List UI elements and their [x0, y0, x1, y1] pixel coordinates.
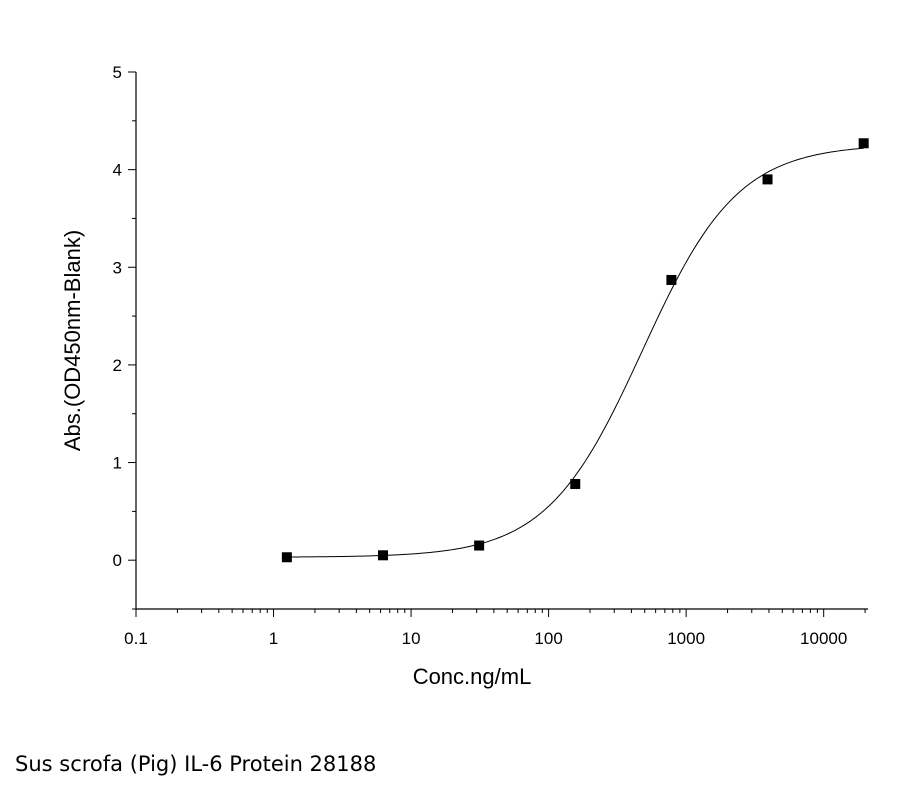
data-points	[281, 138, 869, 563]
data-point	[281, 552, 292, 563]
axis-ticks	[128, 71, 866, 617]
figure-caption: Sus scrofa (Pig) IL-6 Protein 28188	[15, 752, 377, 776]
y-tick-label: 5	[113, 63, 122, 82]
data-point	[858, 138, 869, 149]
data-point	[474, 540, 485, 551]
data-point	[666, 274, 677, 285]
tick-labels: 0.1 1 10 100 1000 10000 0 1 2 3 4 5	[113, 63, 848, 648]
y-tick-label: 1	[113, 454, 122, 473]
y-axis-title: Abs.(OD450nm-Blank)	[60, 230, 85, 451]
y-tick-label: 2	[113, 356, 122, 375]
x-tick-label: 1	[269, 629, 278, 648]
x-tick-label: 100	[534, 629, 562, 648]
data-point	[762, 174, 773, 185]
fit-curve	[286, 147, 864, 558]
chart-area: 0.1 1 10 100 1000 10000 0 1 2 3 4 5 Conc.ng/mL Abs.…	[60, 63, 869, 689]
y-tick-label: 4	[113, 161, 122, 180]
axes	[135, 72, 868, 610]
x-axis-title: Conc.ng/mL	[413, 664, 532, 689]
y-tick-label: 3	[113, 258, 122, 277]
data-point	[570, 479, 581, 490]
x-tick-label: 10000	[800, 629, 847, 648]
x-tick-label: 1000	[667, 629, 705, 648]
x-tick-label: 10	[402, 629, 421, 648]
data-point	[377, 550, 388, 561]
x-tick-label: 0.1	[124, 629, 148, 648]
y-tick-label: 0	[113, 551, 122, 570]
